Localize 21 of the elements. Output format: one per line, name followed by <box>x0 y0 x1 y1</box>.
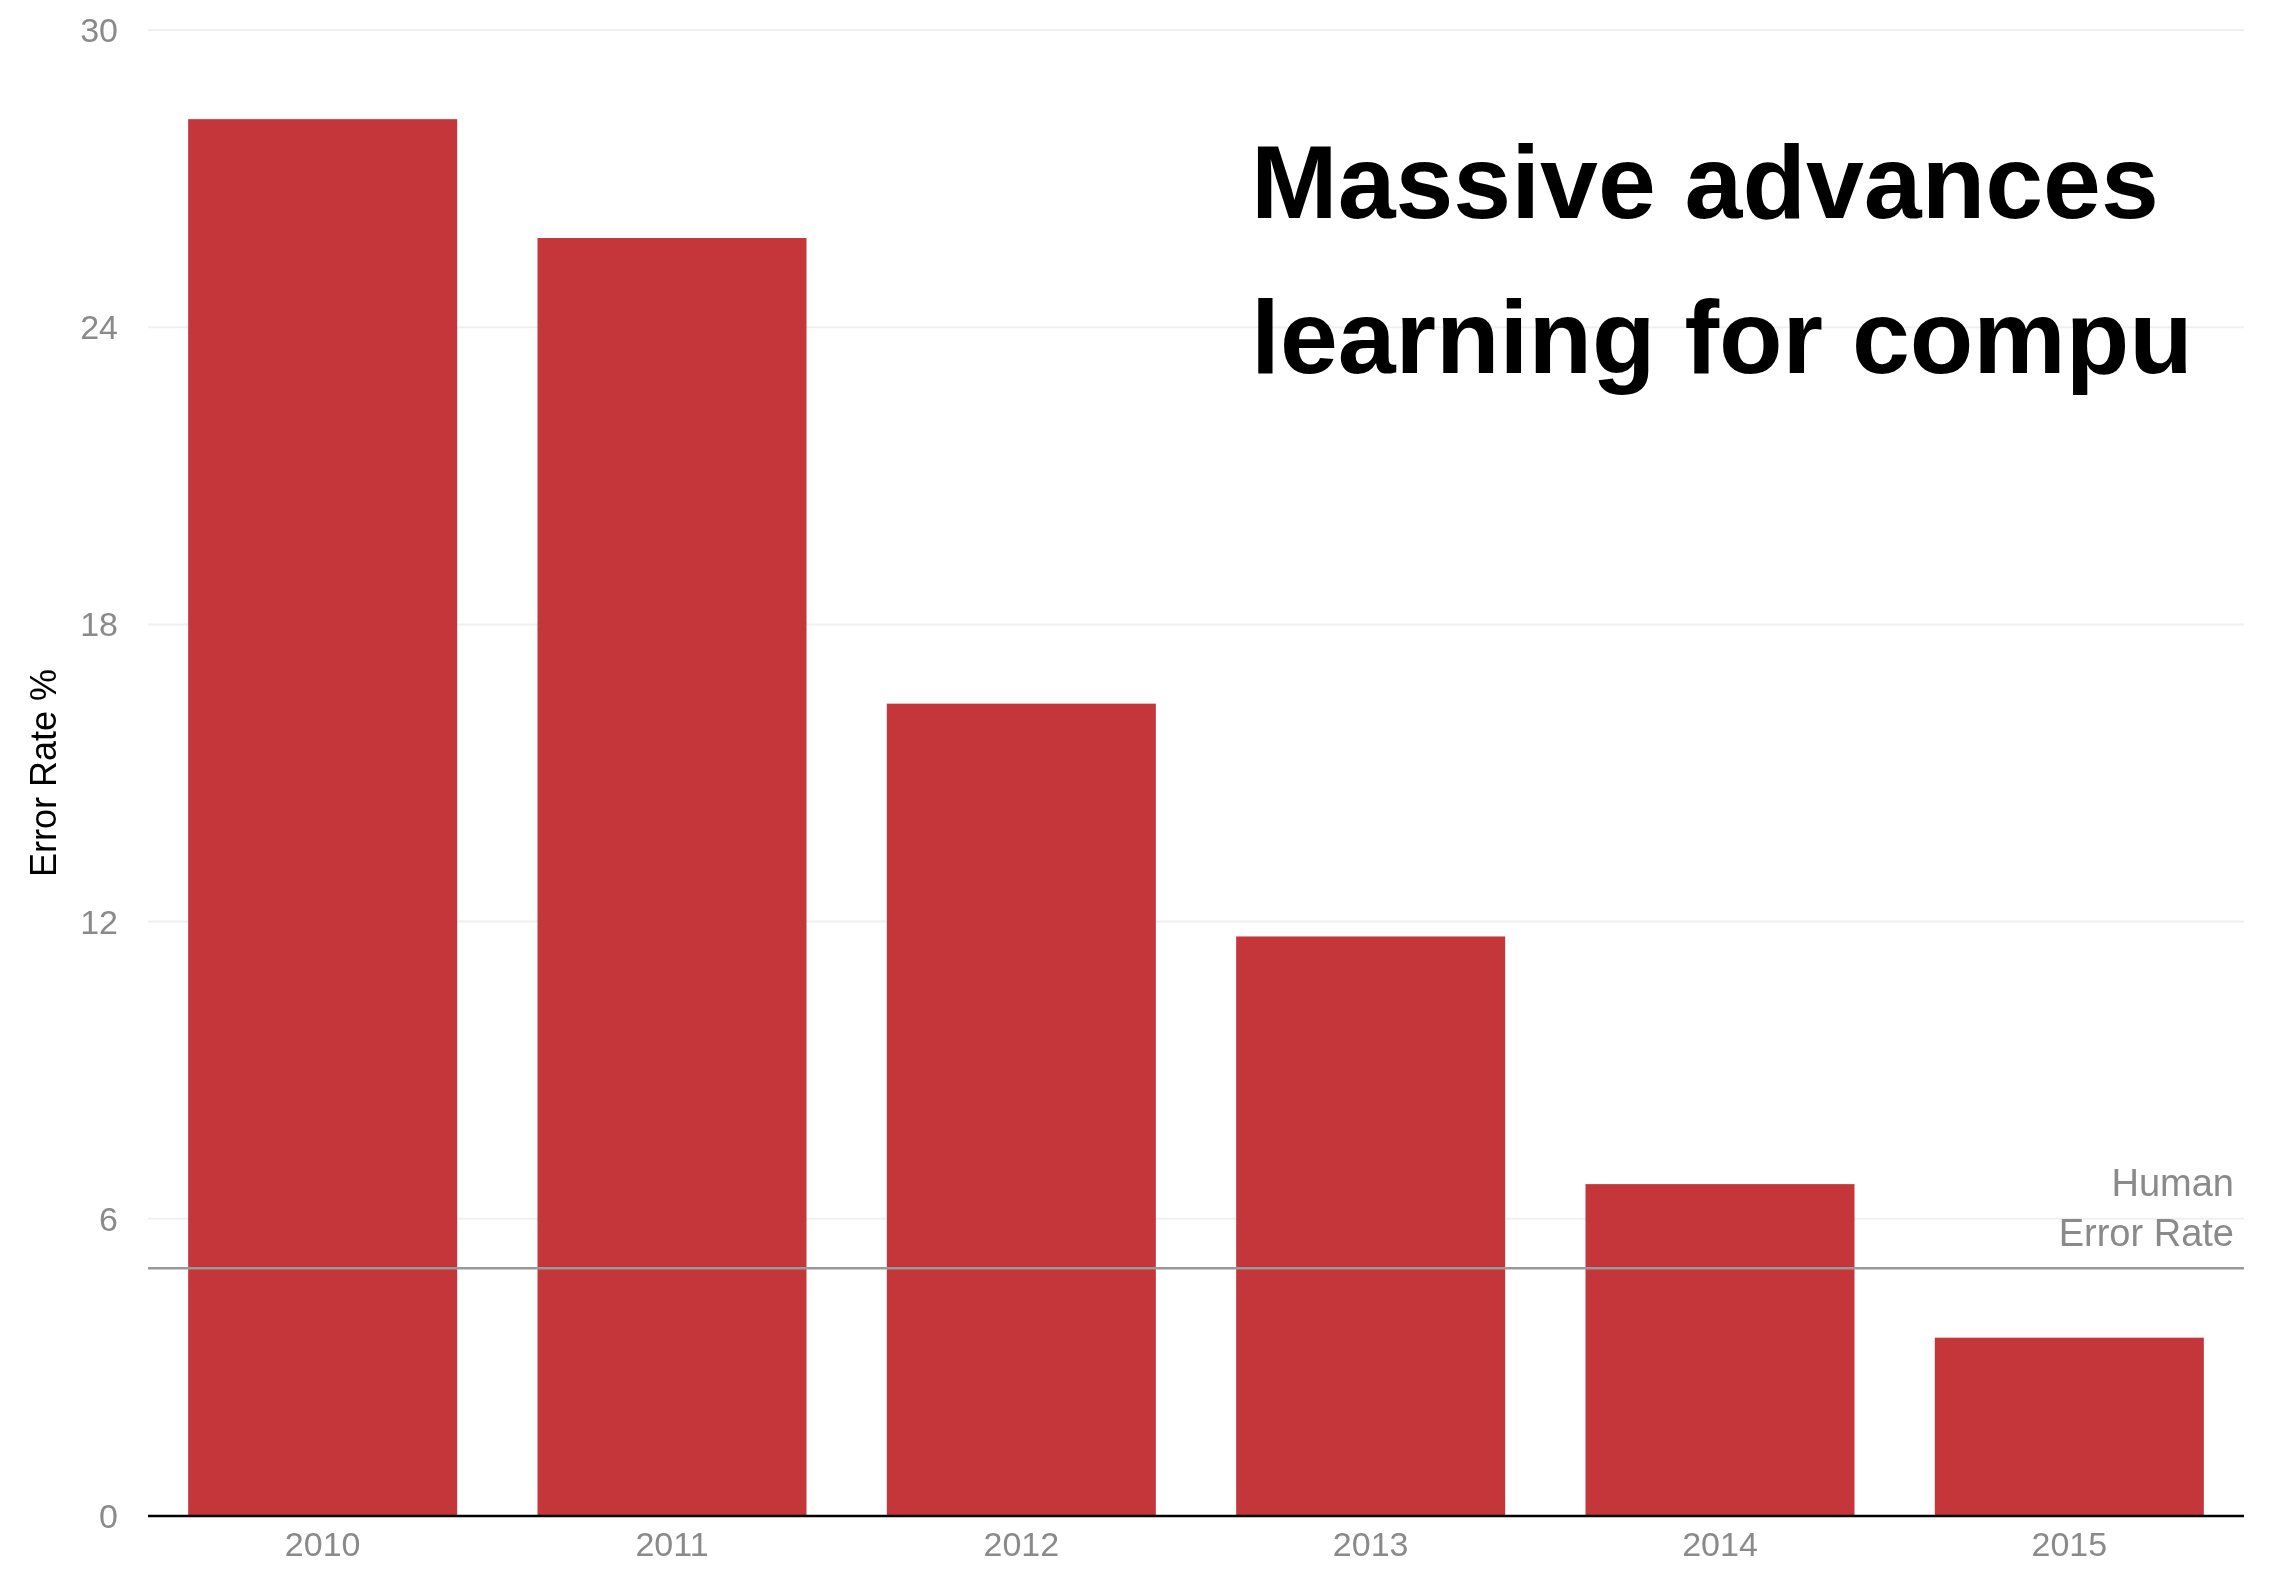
y-axis-title: Error Rate % <box>23 668 64 878</box>
x-tick-label: 2011 <box>635 1525 709 1563</box>
x-tick-label: 2015 <box>2031 1525 2108 1563</box>
y-tick-label: 6 <box>99 1199 118 1238</box>
bar <box>1934 1337 2204 1516</box>
text: Massive advances learning for compu <box>1251 124 2193 395</box>
bar <box>1236 936 1506 1516</box>
bar <box>537 238 807 1516</box>
bar <box>1585 1184 1855 1516</box>
y-tick-label: 18 <box>80 605 118 644</box>
x-tick-label: 2014 <box>1682 1525 1758 1563</box>
ref-line-label: Human Error Rate <box>2058 1162 2234 1255</box>
bar <box>886 703 1156 1516</box>
x-tick-label: 2013 <box>1332 1525 1409 1563</box>
y-tick-label: 24 <box>80 308 118 347</box>
x-tick-label: 2012 <box>983 1525 1060 1563</box>
x-tick-label: 2010 <box>284 1525 361 1563</box>
y-tick-label: 12 <box>80 902 118 941</box>
bar <box>188 119 458 1516</box>
y-tick-label: 30 <box>80 10 118 49</box>
y-tick-label: 0 <box>99 1496 118 1535</box>
